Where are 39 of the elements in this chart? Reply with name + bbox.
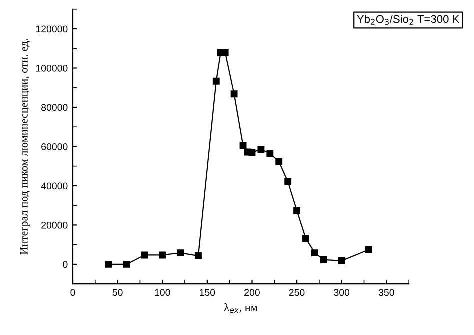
x-tick-label: 0 [70, 289, 76, 296]
annotation: Yb$_{2}$O$_{3}$/Sio$_{2}$ T=300 K [357, 15, 460, 25]
point [230, 90, 238, 98]
y-tick-label: 100000 [36, 64, 68, 72]
x-tick-label: 150 [200, 289, 216, 296]
x-axis-title: λ$_{ex}$, нм [224, 303, 258, 314]
y-axis-title: Интеграл под пиком люминесценции, отн. ед. [20, 39, 30, 255]
point [276, 158, 283, 166]
y-tick-label: 40000 [41, 182, 68, 190]
point [240, 142, 247, 150]
point [258, 146, 265, 153]
point [123, 260, 130, 268]
y-tick-label: 120000 [36, 26, 68, 33]
x-tick-label: 200 [244, 289, 260, 296]
point [311, 250, 318, 257]
point [266, 150, 274, 158]
x-tick-label: 350 [378, 289, 394, 296]
point [159, 252, 166, 259]
point [302, 235, 310, 242]
point [105, 260, 112, 268]
y-tick-label: 60000 [42, 143, 68, 150]
x-tick-label: 300 [334, 289, 350, 296]
x-tick-label: 250 [289, 289, 305, 296]
y-tick-label: 80000 [42, 104, 68, 112]
point [212, 78, 220, 85]
point [320, 256, 328, 264]
point [338, 257, 346, 264]
point [365, 246, 372, 254]
point [248, 149, 256, 156]
y-tick-label: 0 [63, 261, 68, 268]
x-tick-label: 50 [112, 289, 123, 296]
point [194, 252, 202, 260]
point [141, 252, 148, 259]
point [284, 178, 292, 186]
point [294, 207, 301, 214]
y-tick-label: 20000 [42, 222, 68, 229]
x-tick-label: 100 [155, 289, 170, 296]
point [222, 49, 229, 56]
point [177, 250, 184, 257]
